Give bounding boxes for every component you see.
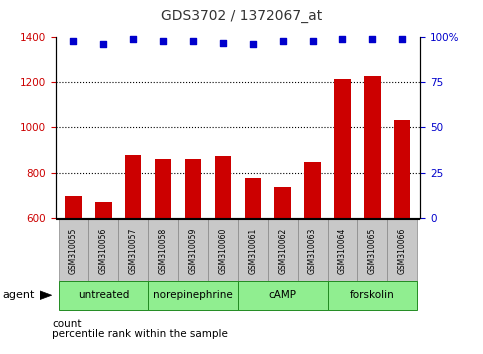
Bar: [215, 156, 231, 353]
Bar: [58, 219, 88, 281]
Text: GSM310057: GSM310057: [129, 227, 138, 274]
Bar: [155, 159, 171, 353]
Text: percentile rank within the sample: percentile rank within the sample: [52, 329, 228, 339]
Bar: [327, 281, 417, 310]
Bar: [327, 219, 357, 281]
Bar: [148, 281, 238, 310]
Bar: [65, 196, 82, 353]
Bar: [304, 162, 321, 353]
Point: [99, 41, 107, 47]
Bar: [208, 219, 238, 281]
Bar: [334, 79, 351, 353]
Text: forskolin: forskolin: [350, 290, 395, 300]
Point: [309, 38, 316, 44]
Text: agent: agent: [2, 290, 35, 300]
Polygon shape: [40, 291, 52, 300]
Text: norepinephrine: norepinephrine: [153, 290, 233, 300]
Point: [129, 36, 137, 42]
Bar: [125, 154, 142, 353]
Text: GSM310055: GSM310055: [69, 227, 78, 274]
Bar: [357, 219, 387, 281]
Point: [159, 38, 167, 44]
Bar: [185, 159, 201, 353]
Bar: [118, 219, 148, 281]
Text: GSM310060: GSM310060: [218, 227, 227, 274]
Text: GSM310056: GSM310056: [99, 227, 108, 274]
Bar: [148, 219, 178, 281]
Point: [369, 36, 376, 42]
Text: GDS3702 / 1372067_at: GDS3702 / 1372067_at: [161, 9, 322, 23]
Text: GSM310061: GSM310061: [248, 227, 257, 274]
Point: [249, 41, 256, 47]
Text: GSM310063: GSM310063: [308, 227, 317, 274]
Bar: [178, 219, 208, 281]
Bar: [364, 75, 381, 353]
Text: count: count: [52, 319, 82, 329]
Text: untreated: untreated: [78, 290, 129, 300]
Bar: [394, 120, 411, 353]
Text: GSM310058: GSM310058: [158, 227, 168, 274]
Bar: [238, 219, 268, 281]
Text: GSM310062: GSM310062: [278, 227, 287, 274]
Text: GSM310059: GSM310059: [188, 227, 198, 274]
Point: [189, 38, 197, 44]
Bar: [244, 178, 261, 353]
Bar: [58, 281, 148, 310]
Point: [398, 36, 406, 42]
Bar: [95, 202, 112, 353]
Bar: [268, 219, 298, 281]
Bar: [274, 187, 291, 353]
Point: [219, 40, 227, 45]
Point: [70, 38, 77, 44]
Point: [279, 38, 286, 44]
Text: GSM310064: GSM310064: [338, 227, 347, 274]
Bar: [298, 219, 327, 281]
Text: cAMP: cAMP: [269, 290, 297, 300]
Bar: [387, 219, 417, 281]
Text: GSM310065: GSM310065: [368, 227, 377, 274]
Point: [339, 36, 346, 42]
Text: GSM310066: GSM310066: [398, 227, 407, 274]
Bar: [88, 219, 118, 281]
Bar: [238, 281, 327, 310]
